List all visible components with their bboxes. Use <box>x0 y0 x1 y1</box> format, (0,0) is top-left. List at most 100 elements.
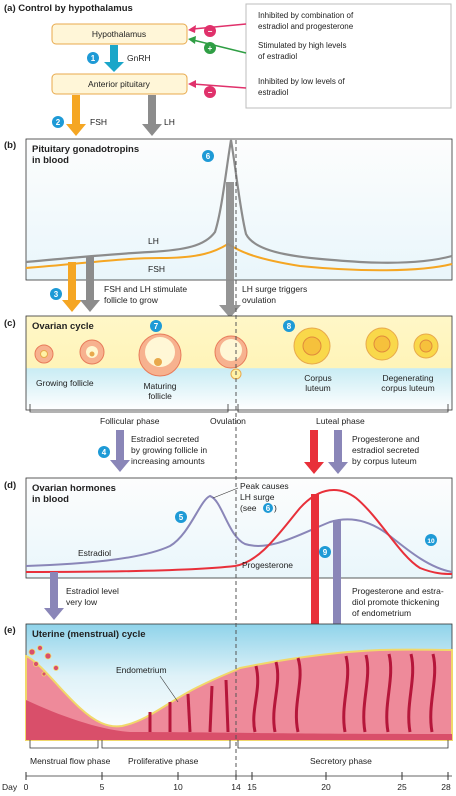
step-3-number: 3 <box>54 290 59 299</box>
luteal-brace <box>237 404 449 413</box>
endometrium-label: Endometrium <box>116 665 167 675</box>
gnrh-label: GnRH <box>127 53 151 63</box>
gnrh-arrow <box>104 45 124 72</box>
inhibit1-line2: estradiol and progesterone <box>258 22 354 31</box>
step-3-icon <box>50 288 62 300</box>
progesterone-label: Progesterone <box>242 560 293 570</box>
corpus-label-1: Corpus <box>304 373 331 383</box>
section-e-title: Uterine (menstrual) cycle <box>32 629 146 640</box>
step-1-icon <box>87 52 99 64</box>
section-a-title: (a) Control by hypothalamus <box>4 3 133 14</box>
peak-note-1: Peak causes <box>240 481 289 491</box>
maturing-follicle <box>138 333 182 377</box>
endometrial-glands <box>148 653 437 733</box>
progesterone-curve <box>25 488 453 575</box>
maturing-label-2: follicle <box>148 391 172 401</box>
minus-sign-2: − <box>208 88 213 97</box>
day-20: 20 <box>321 782 331 792</box>
step-2-icon <box>52 116 64 128</box>
secretory-brace <box>237 740 449 749</box>
growing-follicle-2 <box>79 339 105 365</box>
lh-curve <box>25 139 453 264</box>
plus-icon <box>204 42 216 54</box>
day-axis-label: Day <box>2 782 18 792</box>
estradiol-low-arrow <box>44 572 64 620</box>
step-5-icon <box>175 511 187 523</box>
estradiol-note-3: increasing amounts <box>131 456 205 466</box>
corpus-luteum-2 <box>365 327 399 361</box>
growing-follicle-1 <box>34 344 54 364</box>
prog-note-1: Progesterone and <box>352 434 420 444</box>
step-6-icon <box>202 150 214 162</box>
section-c-tag: (c) <box>4 318 16 329</box>
thick-note-3: of endometrium <box>352 608 411 618</box>
ovulating-follicle <box>214 335 248 380</box>
step-10-icon <box>425 534 437 546</box>
lh-arrow <box>142 95 162 136</box>
thick-note-2: diol promote thickening <box>352 597 440 607</box>
luteal-phase-label: Luteal phase <box>316 416 365 426</box>
stim-note-line1: FSH and LH stimulate <box>104 284 187 294</box>
menstrual-brace <box>29 740 99 749</box>
day-10: 10 <box>173 782 183 792</box>
inhibit2-arrow <box>192 83 247 89</box>
fsh-stim-arrow <box>62 262 82 312</box>
lh-surge-arrow <box>219 182 241 318</box>
day-ticks <box>25 772 449 780</box>
minus-sign-1: − <box>208 27 213 36</box>
minus-icon-2 <box>204 86 216 98</box>
secretory-phase-label: Secretory phase <box>310 756 372 766</box>
peak-note-3: (see <box>240 503 257 513</box>
step-9-icon <box>319 546 331 558</box>
follicular-brace <box>29 404 229 413</box>
peak-leader-line <box>212 487 239 499</box>
step-10-number: 10 <box>427 538 435 545</box>
endometrium <box>25 648 453 741</box>
day-25: 25 <box>397 782 407 792</box>
thick-note-1: Progesterone and estra- <box>352 586 444 596</box>
stim-note-line2: follicle to grow <box>104 295 159 305</box>
estradiol-note-1: Estradiol secreted <box>131 434 199 444</box>
section-b-title-2: in blood <box>32 155 69 166</box>
follicular-phase-label: Follicular phase <box>100 416 160 426</box>
ovulation-label: Ovulation <box>210 416 246 426</box>
day-0: 0 <box>24 782 29 792</box>
plus-sign: + <box>208 44 213 53</box>
prog-note-2: estradiol secreted <box>352 445 419 455</box>
step-4-number: 4 <box>102 448 107 457</box>
section-c-title: Ovarian cycle <box>32 321 94 332</box>
step-6-ref-number: 6 <box>266 504 271 513</box>
proliferative-phase-label: Proliferative phase <box>128 756 199 766</box>
stim-line1: Stimulated by high levels <box>258 41 347 50</box>
progesterone-arrow <box>304 430 324 474</box>
stim-arrowhead <box>188 36 196 44</box>
day-15: 15 <box>247 782 257 792</box>
inhibit1-arrowhead <box>188 25 196 33</box>
step-7-number: 7 <box>154 322 159 331</box>
lh-curve-label: LH <box>148 236 159 246</box>
menstrual-phase-label: Menstrual flow phase <box>30 756 111 766</box>
step-5-number: 5 <box>179 513 184 522</box>
section-b-tag: (b) <box>4 140 16 151</box>
surge-note-line2: ovulation <box>242 295 276 305</box>
proliferative-brace <box>101 740 231 749</box>
hypothalamus-label: Hypothalamus <box>92 29 146 39</box>
section-d-title-2: in blood <box>32 494 69 505</box>
step-2-number: 2 <box>56 118 61 127</box>
step-6-ref-icon <box>263 503 273 513</box>
inhibit1-arrow <box>192 23 247 30</box>
step-8-icon <box>283 320 295 332</box>
endometrium-base <box>26 700 452 740</box>
day-28: 28 <box>441 782 451 792</box>
estradiol-secretion-arrow <box>110 430 130 472</box>
fsh-curve-label: FSH <box>148 264 165 274</box>
estradiol-label: Estradiol <box>78 548 111 558</box>
inhibit2-line1: Inhibited by low levels of <box>258 77 345 86</box>
inhibit2-line2: estradiol <box>258 88 288 97</box>
section-b-title-1: Pituitary gonadotropins <box>32 144 139 155</box>
section-d-tag: (d) <box>4 480 16 491</box>
corpus-luteum-1 <box>293 327 331 365</box>
lh-arrow-label: LH <box>164 117 175 127</box>
stim-line2: of estradiol <box>258 52 297 61</box>
